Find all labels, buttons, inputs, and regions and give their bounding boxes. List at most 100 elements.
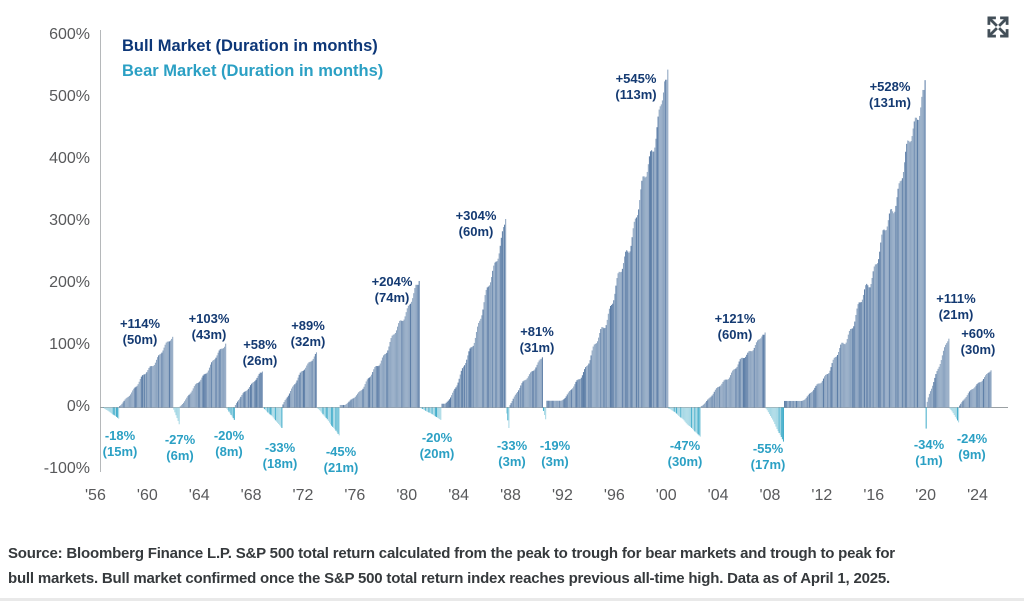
x-axis-tick: '72 bbox=[292, 487, 314, 504]
bear-annotation: -33% (3m) bbox=[497, 438, 527, 470]
annotation-duration: (21m) bbox=[938, 307, 974, 322]
source-note-line1: Source: Bloomberg Finance L.P. S&P 500 t… bbox=[8, 545, 895, 562]
annotation-duration: (30m) bbox=[667, 454, 703, 469]
annotation-return: +545% bbox=[615, 71, 657, 86]
bear-annotation: -19% (3m) bbox=[540, 438, 570, 470]
x-axis-tick: '00 bbox=[655, 487, 677, 504]
bear-annotation: -34% (1m) bbox=[914, 437, 944, 469]
legend-bear-label: Bear Market (Duration in months) bbox=[122, 62, 384, 80]
annotation-return: -55% bbox=[752, 441, 784, 456]
annotation-duration: (30m) bbox=[960, 342, 996, 357]
annotation-duration: (6m) bbox=[166, 448, 194, 463]
x-axis-tick: '64 bbox=[188, 487, 210, 504]
annotation-return: -19% bbox=[539, 438, 571, 453]
annotation-return: +304% bbox=[455, 208, 497, 223]
bottom-divider bbox=[0, 598, 1024, 601]
bear-annotation: -27% (6m) bbox=[165, 432, 195, 464]
x-axis-tick: '04 bbox=[707, 487, 729, 504]
annotation-duration: (3m) bbox=[541, 454, 569, 469]
annotation-duration: (21m) bbox=[323, 460, 359, 475]
annotation-duration: (9m) bbox=[958, 447, 986, 462]
annotation-duration: (20m) bbox=[419, 446, 455, 461]
source-note-line2: bull markets. Bull market confirmed once… bbox=[8, 570, 890, 587]
annotation-return: +111% bbox=[936, 291, 976, 306]
annotation-return: -27% bbox=[164, 432, 196, 447]
annotation-duration: (131m) bbox=[869, 95, 911, 110]
y-axis-tick: 0% bbox=[66, 398, 90, 415]
annotation-duration: (15m) bbox=[102, 444, 138, 459]
chart-canvas bbox=[100, 30, 1008, 472]
legend: Bull Market (Duration in months) Bear Ma… bbox=[122, 34, 383, 84]
y-axis-tick: 400% bbox=[49, 150, 90, 167]
annotation-return: -34% bbox=[913, 437, 945, 452]
annotation-duration: (50m) bbox=[122, 332, 158, 347]
x-axis-tick: '68 bbox=[240, 487, 262, 504]
annotation-duration: (60m) bbox=[458, 224, 494, 239]
x-axis-tick: '60 bbox=[136, 487, 158, 504]
x-axis-tick: '76 bbox=[344, 487, 366, 504]
annotation-duration: (8m) bbox=[215, 444, 243, 459]
bear-annotation: -20% (8m) bbox=[214, 428, 244, 460]
annotation-return: -45% bbox=[325, 444, 357, 459]
annotation-return: +114% bbox=[119, 316, 161, 331]
annotation-return: -33% bbox=[264, 440, 296, 455]
x-axis-tick: '24 bbox=[967, 487, 988, 504]
source-note: Source: Bloomberg Finance L.P. S&P 500 t… bbox=[8, 541, 895, 591]
legend-bull-label: Bull Market (Duration in months) bbox=[122, 37, 378, 55]
annotation-duration: (32m) bbox=[290, 334, 326, 349]
x-axis-tick: '16 bbox=[863, 487, 885, 504]
annotation-return: +204% bbox=[371, 274, 413, 289]
y-axis-tick: 600% bbox=[49, 26, 90, 43]
bull-annotation: +111% (21m) bbox=[936, 291, 975, 323]
bull-annotation: +304% (60m) bbox=[456, 208, 497, 240]
x-axis-tick: '56 bbox=[84, 487, 106, 504]
bull-annotation: +58% (26m) bbox=[243, 337, 278, 369]
y-axis-tick: 200% bbox=[49, 274, 90, 291]
bull-annotation: +121% (60m) bbox=[715, 311, 756, 343]
bull-annotation: +89% (32m) bbox=[291, 318, 326, 350]
annotation-return: +81% bbox=[520, 324, 554, 339]
annotation-return: +89% bbox=[291, 318, 325, 333]
annotation-duration: (3m) bbox=[498, 454, 526, 469]
annotation-return: -18% bbox=[104, 428, 136, 443]
y-axis-tick: 500% bbox=[49, 88, 90, 105]
bull-annotation: +60% (30m) bbox=[961, 326, 996, 358]
x-axis-tick: '96 bbox=[603, 487, 625, 504]
bear-annotation: -55% (17m) bbox=[751, 441, 786, 473]
bear-annotation: -45% (21m) bbox=[324, 444, 359, 476]
y-axis-tick: 300% bbox=[49, 212, 90, 229]
x-axis-tick: '84 bbox=[448, 487, 470, 504]
bear-annotation: -18% (15m) bbox=[103, 428, 138, 460]
x-axis-tick: '88 bbox=[500, 487, 521, 504]
annotation-duration: (113m) bbox=[615, 87, 657, 102]
bear-annotation: -33% (18m) bbox=[263, 440, 298, 472]
x-axis-tick: '20 bbox=[915, 487, 937, 504]
y-axis-tick: 100% bbox=[49, 336, 90, 353]
annotation-duration: (17m) bbox=[750, 457, 786, 472]
annotation-return: -33% bbox=[496, 438, 528, 453]
annotation-duration: (60m) bbox=[717, 327, 753, 342]
annotation-return: -47% bbox=[669, 438, 701, 453]
annotation-return: -20% bbox=[213, 428, 245, 443]
annotation-duration: (1m) bbox=[915, 453, 943, 468]
annotation-duration: (31m) bbox=[519, 340, 555, 355]
bear-annotation: -20% (20m) bbox=[420, 430, 455, 462]
bull-annotation: +103% (43m) bbox=[189, 311, 230, 343]
annotation-duration: (18m) bbox=[262, 456, 298, 471]
annotation-return: +60% bbox=[961, 326, 995, 341]
bear-annotation: -24% (9m) bbox=[957, 431, 987, 463]
annotation-return: +528% bbox=[869, 79, 911, 94]
annotation-return: +58% bbox=[243, 337, 277, 352]
annotation-return: -20% bbox=[421, 430, 453, 445]
x-axis-tick: '92 bbox=[551, 487, 573, 504]
expand-arrows-icon bbox=[987, 16, 1009, 38]
x-axis-tick: '12 bbox=[811, 487, 833, 504]
bear-annotation: -47% (30m) bbox=[668, 438, 703, 470]
annotation-duration: (43m) bbox=[191, 327, 227, 342]
annotation-duration: (74m) bbox=[374, 290, 410, 305]
fullscreen-button[interactable] bbox=[984, 13, 1012, 41]
x-axis-tick: '80 bbox=[396, 487, 418, 504]
bull-annotation: +545% (113m) bbox=[615, 71, 656, 103]
y-axis-tick: -100% bbox=[43, 460, 90, 477]
